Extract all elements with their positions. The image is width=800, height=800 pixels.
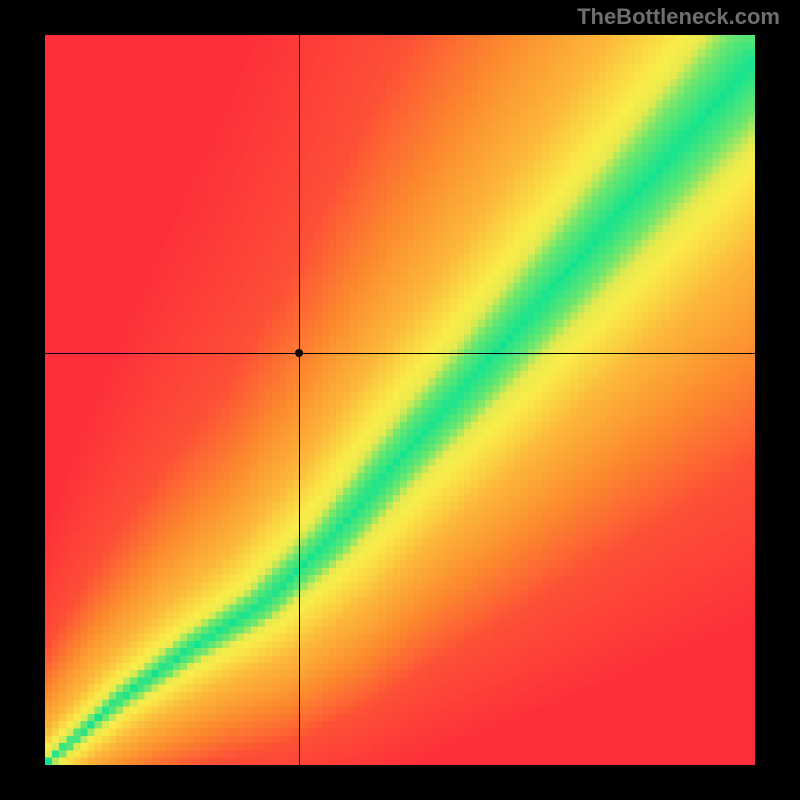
heatmap-canvas <box>45 35 755 765</box>
crosshair-horizontal <box>45 353 755 354</box>
crosshair-point <box>295 349 303 357</box>
watermark-text: TheBottleneck.com <box>577 4 780 30</box>
crosshair-vertical <box>299 35 300 765</box>
chart-container: TheBottleneck.com <box>0 0 800 800</box>
